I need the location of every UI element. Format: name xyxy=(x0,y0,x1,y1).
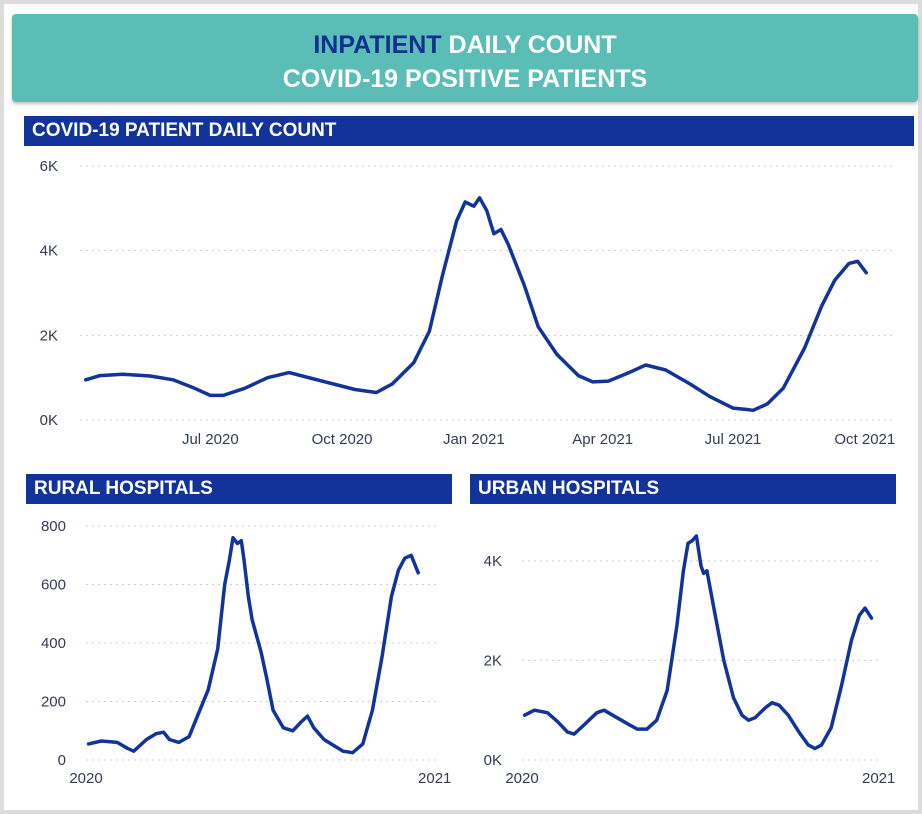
rural-series-line xyxy=(86,535,420,755)
daily-count-title: COVID-19 PATIENT DAILY COUNT xyxy=(24,116,914,146)
rural-y-tick-label: 200 xyxy=(41,694,66,711)
urban-hospitals-title: URBAN HOSPITALS xyxy=(470,474,896,504)
daily-y-tick-label: 2K xyxy=(40,327,58,344)
rural-y-tick-label: 600 xyxy=(41,577,66,594)
header-banner: INPATIENT DAILY COUNT COVID-19 POSITIVE … xyxy=(12,14,918,102)
urban-hospitals-chart: 0K 2K 4K 2020 2021 xyxy=(484,534,895,787)
dashboard-page: INPATIENT DAILY COUNT COVID-19 POSITIVE … xyxy=(4,4,918,810)
daily-x-tick-label: Jul 2020 xyxy=(182,431,239,448)
urban-y-tick-label: 0K xyxy=(484,752,502,769)
daily-y-tick-label: 6K xyxy=(40,158,58,175)
daily-x-tick-label: Apr 2021 xyxy=(572,431,633,448)
urban-x-tick-label: 2020 xyxy=(505,770,538,787)
daily-series-line xyxy=(83,196,868,413)
rural-x-tick-label: 2021 xyxy=(418,770,451,787)
daily-count-chart: 0K 2K 4K 6K Jul 2020 Oct 2020 Jan 2021 Apr 2021… xyxy=(40,158,896,448)
header-line-1: INPATIENT DAILY COUNT xyxy=(12,28,918,62)
rural-y-tick-label: 800 xyxy=(41,518,66,535)
rural-hospitals-chart: 0 200 400 600 800 2020 2021 xyxy=(41,518,451,787)
daily-x-tick-label: Jan 2021 xyxy=(443,431,505,448)
urban-y-tick-label: 4K xyxy=(484,553,502,570)
header-line-1-rest: DAILY COUNT xyxy=(448,31,617,59)
header-line-2: COVID-19 POSITIVE PATIENTS xyxy=(282,65,648,93)
urban-x-tick-label: 2021 xyxy=(862,770,895,787)
rural-y-tick-label: 0 xyxy=(58,752,66,769)
daily-x-tick-label: Jul 2021 xyxy=(705,431,762,448)
rural-hospitals-title: RURAL HOSPITALS xyxy=(26,474,452,504)
daily-y-tick-label: 0K xyxy=(40,412,58,429)
urban-y-tick-label: 2K xyxy=(484,652,502,669)
daily-y-tick-label: 4K xyxy=(40,243,58,260)
urban-series-line xyxy=(522,534,874,751)
header-accent-text: INPATIENT xyxy=(313,31,442,59)
daily-x-tick-label: Oct 2020 xyxy=(312,431,373,448)
rural-x-tick-label: 2020 xyxy=(69,770,102,787)
rural-y-tick-label: 400 xyxy=(41,635,66,652)
daily-x-tick-label: Oct 2021 xyxy=(834,431,895,448)
